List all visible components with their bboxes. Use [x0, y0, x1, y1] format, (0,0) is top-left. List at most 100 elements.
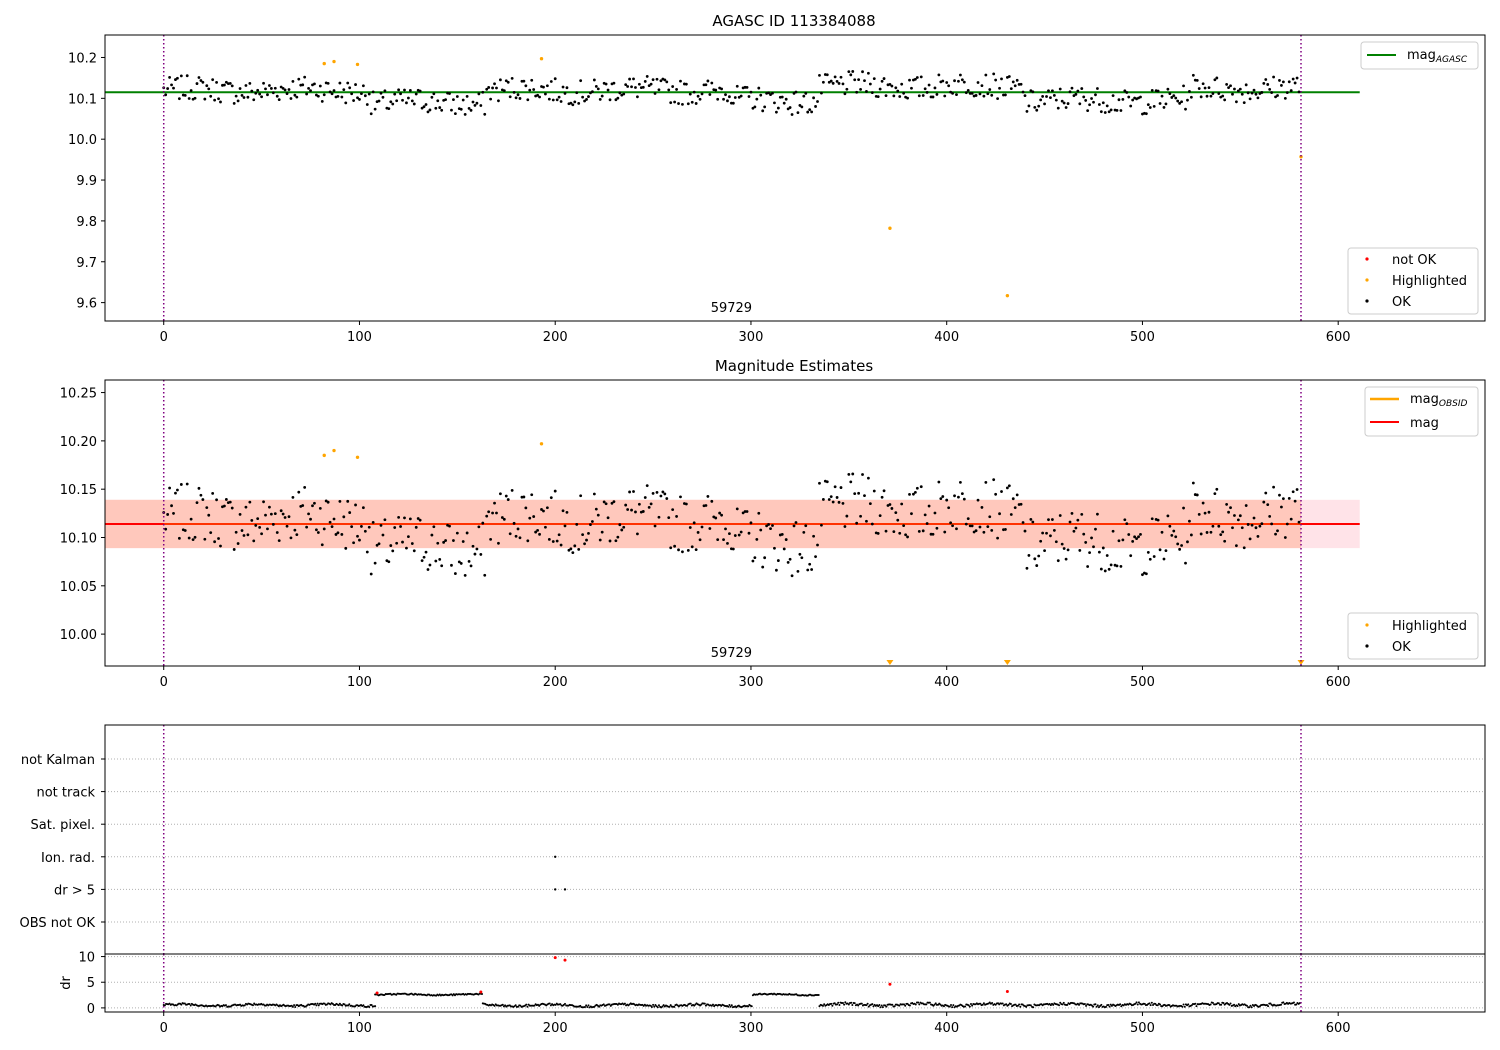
magnitude-ok-point [757, 511, 761, 515]
agasc-ok-point [579, 79, 583, 83]
agasc-ok-point [1260, 91, 1264, 94]
magnitude-ok-point [1051, 518, 1054, 521]
dr-ok-point [623, 1002, 626, 1005]
agasc-ok-point [612, 81, 616, 85]
dr-ok-point [1269, 1002, 1272, 1005]
magnitude-ok-point [168, 486, 171, 490]
agasc-ok-point [870, 91, 874, 95]
magnitude-ok-point [381, 533, 385, 537]
magnitude-ok-point [684, 502, 688, 506]
dr-ok-point [180, 1003, 183, 1006]
magnitude-ok-point [767, 523, 770, 526]
magnitude-ok-point [720, 513, 723, 517]
magnitude-ok-point [1025, 566, 1029, 570]
agasc-xtick-label: 100 [347, 330, 372, 345]
magnitude-ok-point [798, 552, 802, 556]
magnitude-xtick-label: 200 [543, 675, 568, 690]
magnitude-highlighted-point [332, 448, 336, 453]
agasc-ok-point [1009, 87, 1013, 90]
agasc-ok-point [201, 80, 205, 84]
magnitude-ok-point [604, 502, 608, 506]
dr-ok-point [1029, 1004, 1032, 1007]
magnitude-ok-point [240, 529, 244, 532]
magnitude-ok-point [252, 539, 256, 543]
magnitude-ok-point [428, 563, 432, 567]
dr-ok-point [853, 1002, 856, 1005]
magnitude-ok-point [305, 525, 309, 529]
magnitude-ok-point [1060, 542, 1064, 546]
dr-ok-point [1014, 1003, 1017, 1006]
agasc-highlighted-point [1005, 293, 1010, 298]
agasc-ok-point [1123, 89, 1127, 93]
magnitude-ok-point [665, 497, 669, 500]
magnitude-ok-point [733, 534, 737, 537]
dr-ok-point [729, 1005, 732, 1008]
agasc-ok-point [526, 98, 530, 102]
dr-ok-point [519, 1004, 522, 1007]
dr-ok-point [1062, 1001, 1065, 1004]
dr-ok-point [217, 1004, 220, 1007]
agasc-ok-point [728, 95, 731, 99]
magnitude-ok-point [806, 568, 810, 572]
agasc-ok-point [751, 106, 755, 110]
agasc-legend-notok-label: not OK [1392, 253, 1437, 268]
agasc-ok-point [1148, 106, 1152, 109]
agasc-ok-point [1174, 96, 1178, 100]
magnitude-ok-point [1123, 518, 1127, 522]
agasc-ok-point [569, 101, 573, 105]
dr-ok-point [727, 1005, 730, 1008]
dr-ok-point [818, 1005, 821, 1008]
agasc-ok-point [1280, 84, 1283, 87]
magnitude-ok-point [176, 488, 179, 492]
magnitude-ok-point [469, 564, 473, 568]
agasc-ok-point [232, 101, 236, 105]
magnitude-ok-point [1213, 492, 1217, 496]
agasc-ok-point [1180, 100, 1183, 104]
magnitude-ok-point [1103, 569, 1107, 573]
agasc-ok-point [1129, 104, 1133, 108]
magnitude-ok-point [1178, 547, 1182, 551]
agasc-ok-point [1033, 105, 1037, 109]
agasc-ok-point [1072, 94, 1076, 98]
dr-ok-point [650, 1005, 653, 1008]
dr-ok-point [981, 1003, 984, 1006]
agasc-ok-point [350, 92, 354, 96]
magnitude-ok-point [896, 518, 900, 522]
magnitude-ok-point [849, 480, 853, 484]
agasc-ok-point [228, 81, 232, 85]
agasc-ok-point [1188, 90, 1191, 93]
agasc-ok-point [234, 94, 238, 98]
dr-ok-point [1183, 1005, 1186, 1008]
magnitude-ok-point [1144, 572, 1148, 576]
agasc-ok-point [847, 70, 851, 74]
dr-ok-point [1154, 1002, 1157, 1005]
agasc-ok-point [1094, 93, 1097, 97]
magnitude-ok-point [465, 531, 469, 535]
dr-ok-point [904, 1004, 907, 1007]
magnitude-ok-point [882, 489, 886, 493]
dr-ok-point [1229, 1002, 1232, 1005]
agasc-ok-point [1054, 98, 1058, 102]
agasc-ok-point [1268, 88, 1272, 91]
dr-ok-point [982, 1002, 985, 1005]
magnitude-ok-point [561, 509, 565, 513]
magnitude-ok-point [1137, 535, 1140, 539]
agasc-ok-point [254, 91, 258, 95]
magnitude-ok-point [1148, 557, 1152, 561]
agasc-ok-point [176, 76, 179, 80]
magnitude-ok-point [422, 555, 426, 559]
magnitude-ok-point [1236, 518, 1240, 522]
magnitude-ytick-label: 10.10 [60, 531, 97, 546]
agasc-ok-point [174, 78, 177, 81]
magnitude-ok-point [575, 522, 579, 526]
panel-magnitude: Magnitude Estimates 0 100 200 300 400 500 600 … [60, 357, 1486, 690]
magnitude-ok-point [939, 497, 943, 501]
dr-ok-point [704, 1004, 707, 1007]
magnitude-ok-point [929, 532, 933, 536]
magnitude-ok-point [759, 528, 763, 532]
dr-ok-point [1108, 1005, 1111, 1008]
magnitude-ok-point [228, 500, 232, 504]
agasc-highlighted-point [539, 56, 544, 61]
magnitude-ok-point [1227, 510, 1230, 514]
dr-ok-point [878, 1004, 881, 1007]
